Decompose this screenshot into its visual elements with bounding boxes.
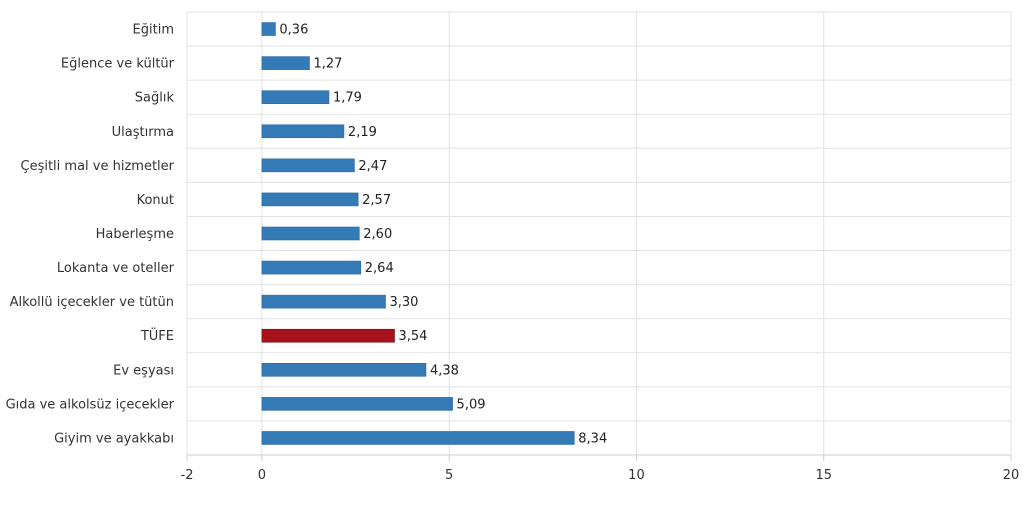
- category-label: Sağlık: [135, 91, 175, 106]
- category-label: Eğitim: [133, 23, 174, 38]
- x-tick-label: 10: [628, 468, 645, 483]
- bar: [261, 124, 345, 139]
- data-label: 5,09: [457, 397, 486, 412]
- bar: [261, 397, 453, 411]
- bar: [261, 363, 427, 377]
- category-label: Gıda ve alkolsüz içecekler: [6, 397, 175, 412]
- bars: Eğitim 0,36 Eğlence ve kültür 1,27 Sağlık 1,7…: [6, 22, 607, 446]
- category-label: TÜFE: [140, 327, 174, 344]
- category-label: Ev eşyası: [113, 363, 174, 378]
- x-tick-label: 5: [445, 468, 453, 483]
- category-label: Ulaştırma: [112, 125, 174, 140]
- bar: [261, 22, 276, 36]
- category-label: Eğlence ve kültür: [61, 57, 175, 72]
- x-tick-label: -2: [181, 468, 194, 483]
- category-label: Haberleşme: [96, 227, 174, 242]
- category-label: Giyim ve ayakkabı: [54, 431, 174, 446]
- bar: [261, 260, 362, 275]
- category-label: Lokanta ve oteller: [57, 261, 175, 276]
- data-label: 0,36: [279, 23, 308, 38]
- bar-highlight: [261, 328, 395, 343]
- data-label: 3,30: [390, 295, 419, 310]
- x-tick-label: 0: [258, 468, 266, 483]
- category-label: Alkollü içecekler ve tütün: [10, 295, 174, 310]
- x-axis-ticks: -2 0 5 10 15 20: [181, 455, 1020, 483]
- data-label: 2,64: [365, 261, 394, 276]
- data-label: 2,19: [348, 125, 377, 140]
- data-label: 1,79: [333, 91, 362, 106]
- data-label: 1,27: [313, 57, 342, 72]
- bar: [261, 226, 360, 241]
- x-tick-label: 15: [815, 468, 832, 483]
- category-label: Konut: [137, 193, 174, 208]
- bar: [261, 192, 359, 207]
- data-label: 3,54: [398, 329, 427, 344]
- data-label: 2,60: [363, 227, 392, 242]
- data-label: 2,47: [358, 159, 387, 174]
- bar: [261, 431, 575, 445]
- data-label: 8,34: [578, 431, 607, 446]
- data-label: 2,57: [362, 193, 391, 208]
- category-label: Çeşitli mal ve hizmetler: [21, 159, 175, 174]
- bar: [261, 90, 330, 104]
- data-label: 4,38: [430, 363, 459, 378]
- bar: [261, 158, 355, 173]
- bar: [261, 56, 310, 70]
- bar: [261, 294, 386, 309]
- x-tick-label: 20: [1003, 468, 1020, 483]
